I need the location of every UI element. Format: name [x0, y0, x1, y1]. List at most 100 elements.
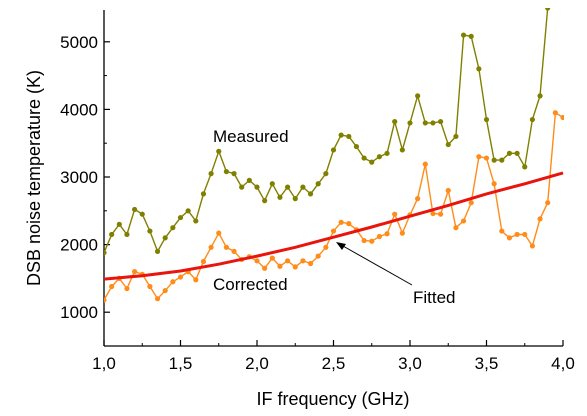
corrected-point: [147, 283, 153, 290]
corrected-point: [545, 200, 551, 206]
x-tick-label: 4,0: [551, 354, 575, 373]
measured-point: [185, 208, 191, 214]
measured-point: [422, 120, 428, 126]
x-axis-title: IF frequency (GHz): [256, 389, 409, 409]
measured-point: [353, 143, 360, 150]
corrected-point: [361, 237, 367, 244]
corrected-point: [104, 297, 107, 303]
y-tick-label: 3000: [60, 168, 98, 187]
y-tick-label: 5000: [60, 33, 98, 52]
y-tick-label: 2000: [60, 236, 98, 255]
measured-point: [369, 159, 375, 165]
corrected-point: [392, 211, 398, 217]
measured-point: [499, 157, 505, 163]
measured-point: [269, 181, 275, 187]
fitted-arrow-head: [336, 242, 346, 250]
x-tick-label: 2,0: [245, 354, 269, 373]
corrected-point: [124, 285, 130, 292]
measured-point: [476, 66, 482, 72]
measured-point: [216, 148, 222, 154]
corrected-point: [216, 230, 222, 236]
corrected-point: [369, 238, 375, 244]
corrected-point: [346, 221, 352, 227]
corrected-point: [537, 216, 543, 222]
measured-point: [361, 155, 367, 161]
measured-point: [315, 181, 321, 187]
measured-point: [124, 231, 130, 238]
measured-point: [468, 33, 474, 39]
measured-point: [162, 235, 168, 241]
corrected-point: [285, 258, 291, 264]
measured-point: [104, 250, 107, 256]
corrected-point: [170, 279, 176, 285]
corrected-point: [132, 269, 138, 275]
measured-point: [491, 157, 497, 163]
corrected-point: [193, 277, 199, 283]
corrected-point: [445, 187, 451, 194]
corrected-point: [376, 233, 382, 240]
corrected-annotation: Corrected: [213, 275, 288, 294]
measured-point: [262, 198, 268, 204]
measured-point: [506, 150, 513, 156]
measured-point: [116, 221, 122, 227]
measured-point: [338, 132, 344, 138]
x-axis-ticks: 1,0 1,5 2,0 2,5 3,0 3,5 4,0: [92, 340, 575, 373]
corrected-point: [422, 161, 428, 167]
measured-point: [415, 93, 421, 99]
y-axis-ticks: 1000 2000 3000 4000 5000: [60, 33, 110, 322]
corrected-point: [154, 296, 161, 302]
measured-point: [384, 150, 390, 156]
measured-point: [346, 133, 352, 140]
corrected-point: [491, 181, 497, 187]
corrected-point: [460, 218, 467, 224]
measured-series-line: [104, 8, 549, 253]
measured-point: [292, 196, 298, 202]
corrected-point: [223, 244, 229, 250]
fitted-annotation: Fitted: [413, 288, 456, 307]
measured-point: [430, 120, 436, 126]
x-tick-label: 3,0: [398, 354, 422, 373]
measured-point: [445, 141, 451, 148]
corrected-point: [307, 260, 314, 267]
x-tick-label: 2,5: [322, 354, 346, 373]
fitted-arrow-line: [342, 245, 413, 286]
measured-point: [537, 93, 543, 99]
corrected-point: [430, 210, 436, 217]
corrected-point: [277, 263, 283, 269]
measured-point: [109, 231, 115, 238]
measured-point: [407, 120, 413, 126]
fitted-fit-line: [104, 171, 564, 281]
corrected-point: [200, 258, 207, 265]
y-tick-label: 4000: [60, 100, 98, 119]
corrected-point: [476, 154, 482, 160]
measured-point: [223, 168, 229, 175]
corrected-point: [522, 231, 528, 238]
corrected-point: [162, 287, 168, 294]
measured-point: [285, 184, 291, 190]
measured-point: [246, 177, 252, 183]
measured-annotation: Measured: [213, 127, 289, 146]
corrected-point: [506, 235, 513, 241]
corrected-point: [292, 264, 298, 270]
x-tick-label: 1,5: [169, 354, 193, 373]
corrected-point: [453, 225, 459, 231]
corrected-point: [300, 258, 306, 264]
measured-point: [177, 214, 184, 221]
measured-point: [154, 248, 161, 254]
measured-point: [323, 171, 329, 177]
corrected-point: [231, 248, 237, 254]
measured-point: [376, 154, 382, 160]
corrected-point: [315, 253, 321, 259]
measured-point: [170, 225, 176, 231]
measured-point: [514, 150, 520, 156]
measured-point: [453, 133, 459, 140]
corrected-point: [269, 255, 275, 261]
measured-point: [545, 8, 551, 11]
corrected-point: [529, 243, 536, 249]
measured-point: [231, 171, 237, 177]
measured-point: [522, 164, 528, 170]
measured-point: [193, 218, 199, 224]
measured-point: [330, 147, 337, 153]
corrected-point: [254, 258, 260, 264]
